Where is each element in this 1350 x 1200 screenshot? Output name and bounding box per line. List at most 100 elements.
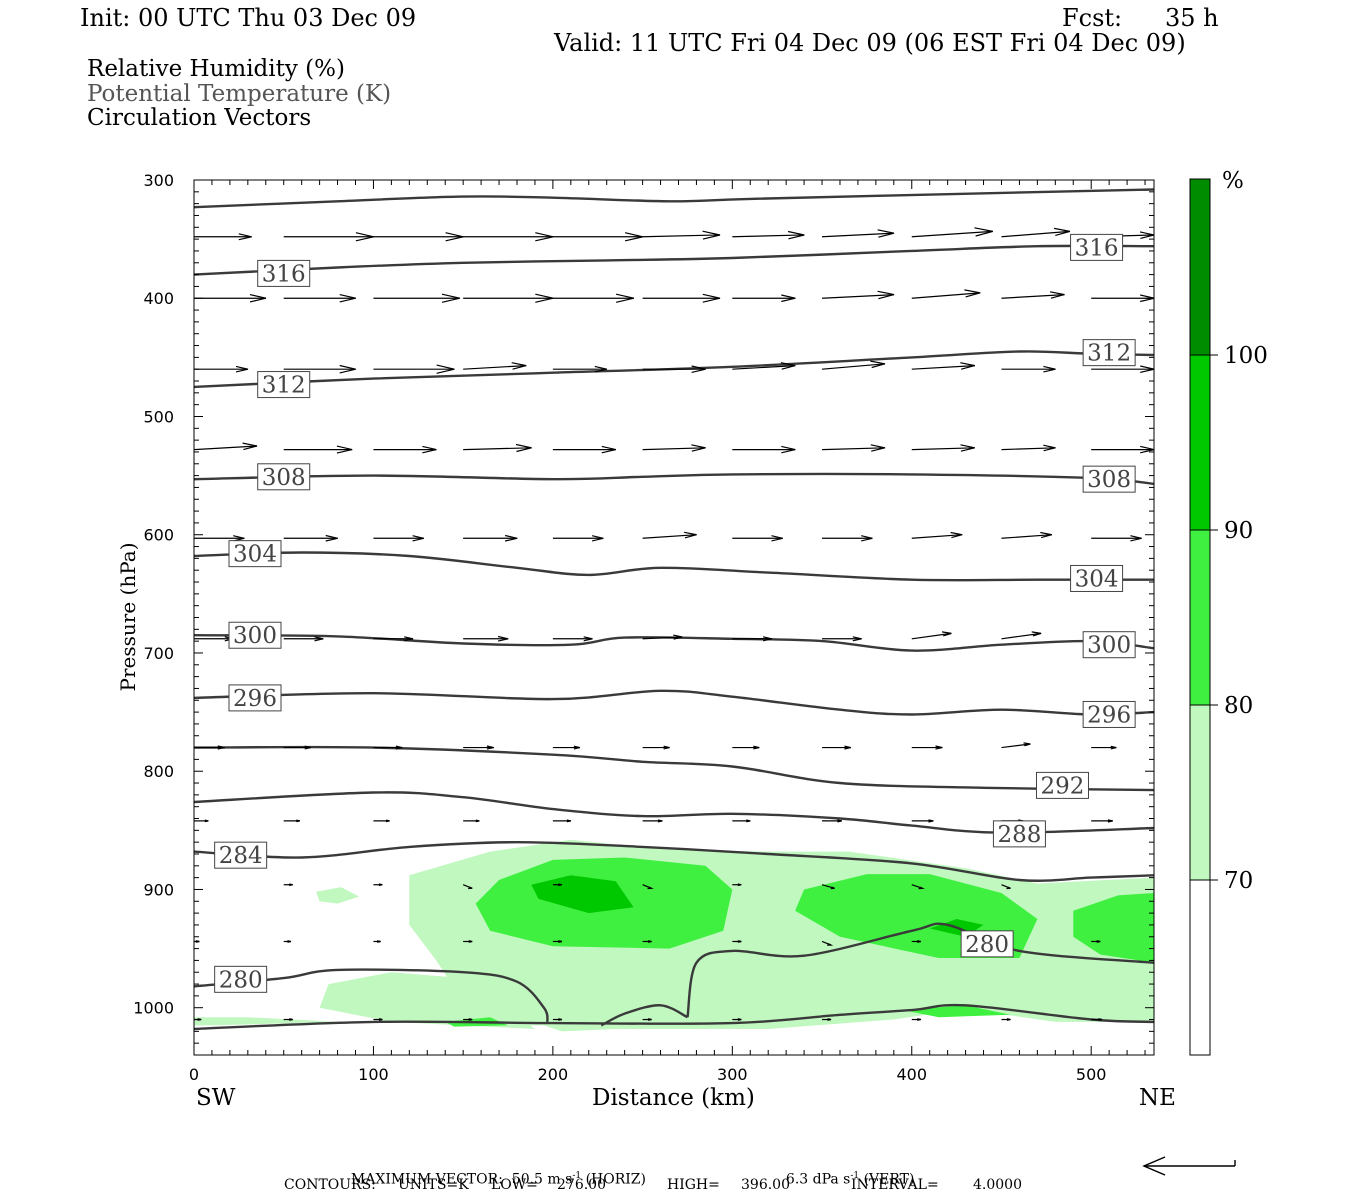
y-tick-label-300: 300 bbox=[143, 171, 174, 190]
vector-head bbox=[336, 445, 353, 454]
vector-arrow bbox=[552, 293, 635, 303]
colorbar-segment-1 bbox=[1190, 705, 1210, 880]
vector-arrow bbox=[1091, 535, 1142, 542]
isentrope-296-6 bbox=[194, 689, 1154, 716]
vector-head bbox=[1006, 886, 1011, 890]
contour-label-text: 312 bbox=[1087, 341, 1131, 367]
vector-head bbox=[558, 940, 563, 943]
isentrope-unlabeled-0 bbox=[194, 188, 1154, 209]
vector-head bbox=[296, 819, 301, 823]
vector-arrow bbox=[552, 535, 604, 542]
vector-shaft bbox=[642, 534, 697, 539]
valid-time: Valid: 11 UTC Fri 04 Dec 09 (06 EST Fri … bbox=[554, 29, 1186, 57]
contour-label-box bbox=[257, 463, 311, 491]
footer-max-vector-label: MAXIMUM VECTOR: bbox=[350, 1171, 503, 1188]
contour-label-box bbox=[228, 684, 282, 712]
vector-arrow bbox=[822, 1018, 832, 1021]
footer-max-vector: MAXIMUM VECTOR: 50.5 m s-1 (HORIZ) bbox=[342, 1158, 646, 1187]
isentrope-280-11 bbox=[686, 922, 1154, 1018]
colorbar-segment-0 bbox=[1190, 880, 1210, 1055]
vector-arrow bbox=[373, 883, 383, 887]
vector-arrow bbox=[732, 294, 796, 303]
vector-shaft bbox=[1001, 632, 1042, 640]
vector-head bbox=[1107, 819, 1113, 823]
isentrope-304-4 bbox=[194, 551, 1154, 582]
vector-arrow bbox=[642, 365, 706, 373]
contour-label-308-4: 308 bbox=[257, 463, 311, 491]
vector-arrow bbox=[911, 444, 975, 452]
vector-arrow bbox=[732, 445, 796, 454]
vector-shaft bbox=[822, 294, 895, 299]
vector-arrow bbox=[194, 294, 267, 303]
reference-vector-icon bbox=[1142, 1156, 1236, 1176]
isentrope-unlabeled-12 bbox=[600, 1004, 689, 1027]
vector-head bbox=[684, 531, 697, 539]
vector-arrow bbox=[732, 535, 783, 542]
vector-arrow bbox=[732, 883, 742, 887]
contour-label-box bbox=[214, 841, 268, 869]
isentrope-312-2 bbox=[194, 350, 1154, 389]
vector-arrow bbox=[1001, 742, 1031, 749]
vector-head bbox=[1098, 1018, 1103, 1021]
vector-head bbox=[195, 940, 200, 943]
vector-arrow bbox=[552, 1018, 563, 1021]
vector-arrow bbox=[283, 745, 311, 750]
vector-arrow bbox=[283, 940, 292, 943]
vector-shaft bbox=[1001, 534, 1052, 539]
vector-head bbox=[737, 883, 742, 887]
vector-head bbox=[601, 445, 617, 454]
vector-head bbox=[468, 940, 473, 943]
vector-head bbox=[960, 444, 975, 452]
footer-max-vector-horiz-exp: -1 bbox=[572, 1171, 582, 1181]
vector-head bbox=[441, 293, 460, 303]
colorbar-label-70: 70 bbox=[1224, 868, 1253, 894]
vector-head bbox=[673, 634, 683, 640]
vector-arrow bbox=[1001, 444, 1056, 452]
rh-region-70-3 bbox=[316, 887, 360, 904]
contour-label-296-11: 296 bbox=[1082, 700, 1136, 728]
contour-label-box bbox=[960, 930, 1014, 958]
vector-arrow bbox=[463, 362, 527, 370]
vector-head bbox=[771, 535, 783, 542]
footer-high-label: HIGH= bbox=[667, 1177, 720, 1193]
isentrope-308-3 bbox=[194, 472, 1154, 486]
contour-label-text: 308 bbox=[1087, 467, 1131, 493]
vector-arrow bbox=[822, 229, 895, 238]
contour-label-box bbox=[228, 621, 282, 649]
contour-label-text: 280 bbox=[965, 932, 1009, 958]
rh-region-70-2 bbox=[194, 1017, 338, 1026]
vector-head bbox=[877, 290, 895, 300]
vector-arrow bbox=[642, 293, 721, 303]
contour-label-300-9: 300 bbox=[1082, 631, 1136, 659]
vector-head bbox=[558, 883, 563, 887]
vector-head bbox=[918, 886, 925, 890]
vector-arrow bbox=[1001, 1018, 1011, 1021]
vector-arrow bbox=[642, 745, 670, 750]
vector-head bbox=[861, 535, 873, 542]
vector-head bbox=[870, 444, 886, 452]
vector-head bbox=[217, 745, 225, 750]
contour-label-box bbox=[1082, 465, 1136, 493]
vector-arrow bbox=[194, 745, 225, 750]
legend-potential-temperature: Potential Temperature (K) bbox=[87, 81, 392, 107]
vector-arrow bbox=[283, 294, 356, 303]
vector-head bbox=[753, 745, 760, 750]
vector-arrow bbox=[373, 293, 460, 303]
contour-label-280-15: 280 bbox=[214, 965, 268, 993]
vector-arrow bbox=[194, 940, 200, 943]
colorbar: 70 80 90 100 bbox=[1189, 178, 1268, 1056]
vector-head bbox=[870, 360, 886, 369]
vector-shaft bbox=[1001, 230, 1070, 238]
vector-arrow bbox=[373, 636, 414, 642]
vector-arrow bbox=[642, 1018, 652, 1021]
vector-head bbox=[844, 745, 851, 750]
contour-label-text: 284 bbox=[219, 843, 263, 869]
y-tick-label-500: 500 bbox=[143, 407, 174, 426]
vector-arrow bbox=[552, 940, 563, 943]
vector-head bbox=[827, 943, 834, 946]
vector-head bbox=[314, 636, 324, 642]
vector-head bbox=[566, 819, 572, 823]
axes: 300 400 500 600 700 800 900 1000 0 100 200 300 400 50… bbox=[133, 171, 1155, 1084]
vector-head bbox=[974, 227, 993, 237]
vector-head bbox=[1130, 535, 1142, 542]
